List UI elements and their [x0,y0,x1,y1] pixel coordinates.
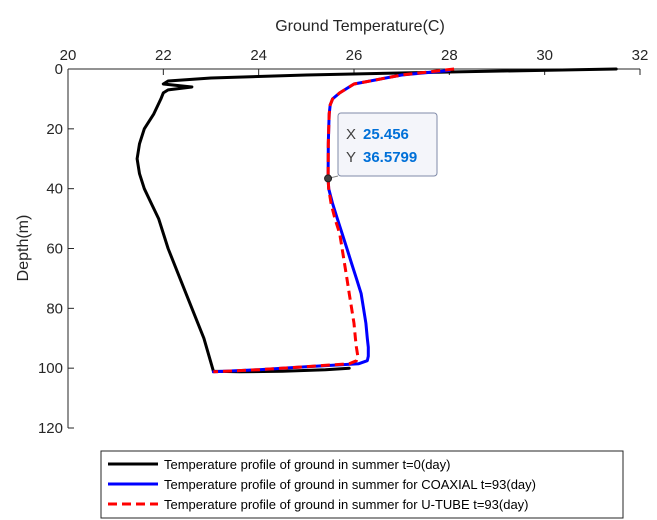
x-tick-label: 24 [250,47,267,64]
x-tick-label: 32 [632,47,649,64]
legend-box [100,450,624,519]
datatip-x-value: 25.456 [363,126,409,143]
legend-label-2: Temperature profile of ground in summer … [164,477,536,492]
y-tick-label: 100 [38,360,63,377]
y-axis-title: Depth(m) [15,215,32,282]
x-axis: Ground Temperature(C) 20 22 24 26 28 30 32 [60,18,649,75]
x-axis-title: Ground Temperature(C) [275,18,445,35]
y-tick-label: 80 [46,300,63,317]
x-tick-label: 28 [441,47,458,64]
datatip[interactable]: X 25.456 Y 36.5799 [324,112,438,183]
x-tick-label: 20 [60,47,77,64]
datatip-y-value: 36.5799 [363,149,417,166]
datatip-marker [324,174,333,183]
y-tick-label: 20 [46,121,63,138]
x-tick-label: 30 [536,47,553,64]
legend-label-1: Temperature profile of ground in summer … [164,457,451,472]
series-line-1 [135,67,618,374]
x-tick-label: 26 [346,47,363,64]
legend-label-3: Temperature profile of ground in summer … [164,497,529,512]
y-tick-label: 40 [46,181,63,198]
series-line-3 [213,67,455,374]
y-tick-label: 120 [38,420,63,437]
x-tick-label: 22 [155,47,172,64]
y-axis: Depth(m) 0 20 40 60 80 100 120 [15,61,74,437]
y-tick-label: 60 [46,241,63,258]
plot-area: Ground Temperature(C) 20 22 24 26 28 30 32 Dep… [15,18,648,437]
legend: Temperature profile of ground in summer … [100,450,624,519]
y-tick-label: 0 [55,61,63,78]
datatip-y-label: Y [346,149,356,166]
series-layer [135,67,618,374]
datatip-box [337,112,438,177]
datatip-x-label: X [346,126,356,143]
